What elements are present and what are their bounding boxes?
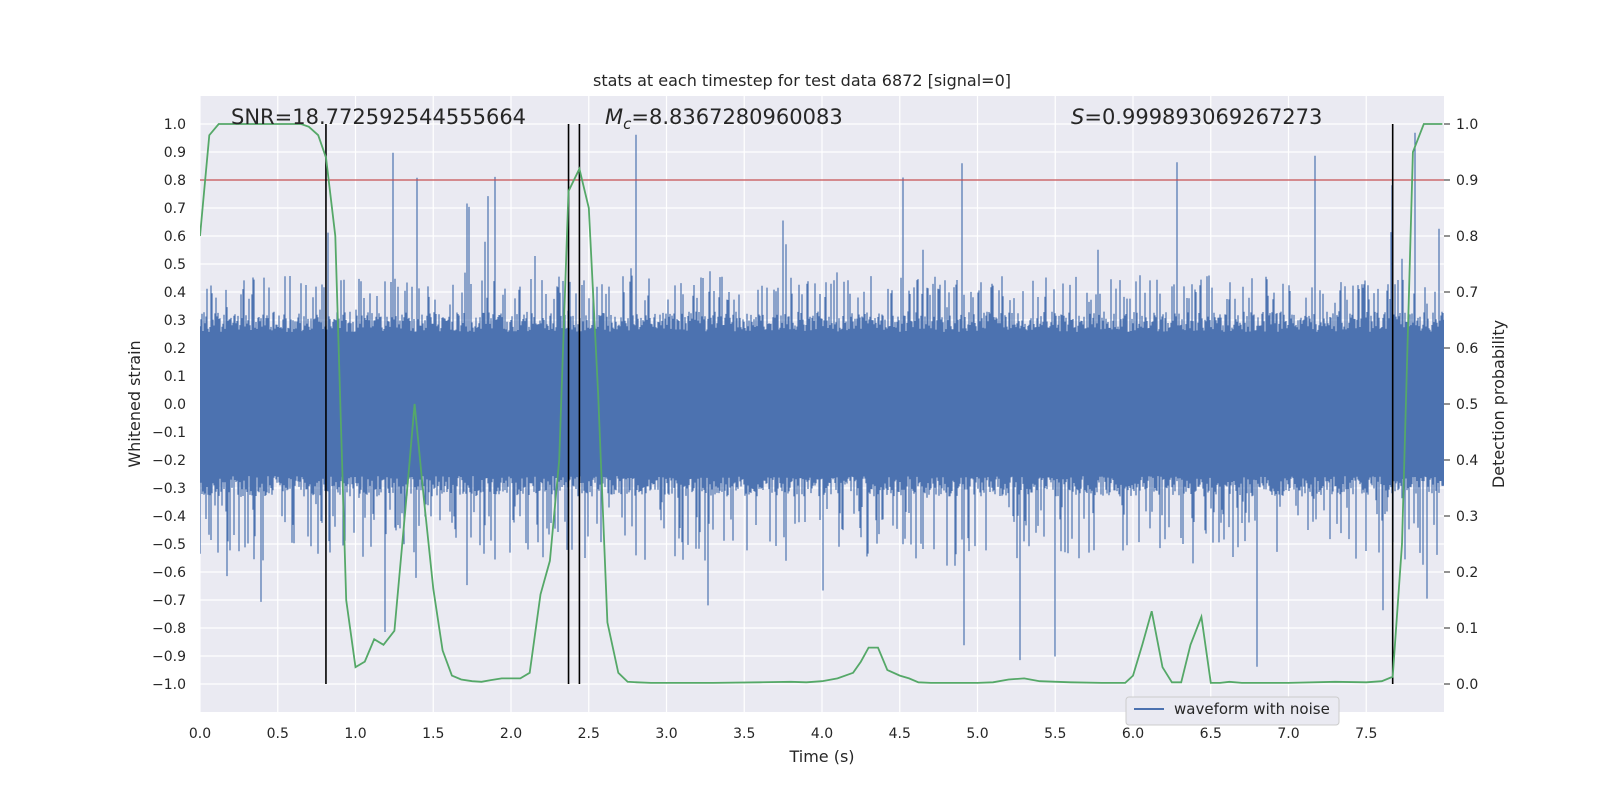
x-tick-label: 5.0 [966, 726, 988, 742]
y-right-axis-label: Detection probability [1489, 320, 1508, 488]
y-left-tick-label: −0.1 [152, 425, 186, 441]
x-axis-label: Time (s) [788, 747, 854, 766]
x-tick-label: 7.0 [1277, 726, 1299, 742]
legend-label: waveform with noise [1174, 700, 1330, 718]
chirp-mass-subscript: c [623, 115, 632, 133]
y-left-axis-label: Whitened strain [125, 340, 144, 467]
y-left-tick-labels: −1.0 −0.9 −0.8 −0.7 −0.6 −0.5 −0.4 −0.3 −0.2 −0.1… [152, 117, 186, 693]
x-tick-label: 4.5 [889, 726, 911, 742]
chart-title: stats at each timestep for test data 687… [593, 71, 1011, 90]
y-left-tick-label: 0.8 [164, 173, 186, 189]
event-vertical-lines [325, 124, 1394, 684]
y-left-tick-label: 1.0 [164, 117, 186, 133]
y-left-tick-label: 0.4 [164, 285, 186, 301]
score-value: =0.999893069267273 [1084, 105, 1322, 129]
score-annotation: S=0.999893069267273 [1071, 105, 1322, 129]
chirp-mass-annotation: Mc=8.8367280960083 [605, 105, 843, 133]
y-left-tick-label: 0.1 [164, 369, 186, 385]
x-tick-label: 6.5 [1200, 726, 1222, 742]
y-right-tick-label: 0.5 [1456, 397, 1478, 413]
y-left-tick-label: −0.2 [152, 453, 186, 469]
x-tick-label: 2.5 [578, 726, 600, 742]
y-right-tick-label: 0.7 [1456, 285, 1478, 301]
chirp-mass-value: =8.8367280960083 [631, 105, 842, 129]
y-right-tick-label: 0.6 [1456, 341, 1478, 357]
y-right-tick-label: 0.1 [1456, 621, 1478, 637]
y-left-tick-label: −0.4 [152, 509, 186, 525]
legend-box [1125, 696, 1340, 726]
x-tick-label: 7.5 [1355, 726, 1377, 742]
y-left-tick-label: −1.0 [152, 677, 186, 693]
snr-annotation: SNR=18.772592544555664 [231, 105, 526, 129]
x-tick-label: 4.0 [811, 726, 833, 742]
y-right-tick-label: 1.0 [1456, 117, 1478, 133]
y-right-tick-label: 0.8 [1456, 229, 1478, 245]
y-left-tick-label: 0.6 [164, 229, 186, 245]
x-tick-label: 1.5 [422, 726, 444, 742]
y-left-tick-label: −0.8 [152, 621, 186, 637]
x-tick-label: 5.5 [1044, 726, 1066, 742]
waveform-path [200, 132, 1444, 667]
x-tick-labels: 0.0 0.5 1.0 1.5 2.0 2.5 3.0 3.5 4.0 4.5 5.0 5.5 6.0 6… [189, 726, 1378, 742]
x-tick-label: 0.5 [267, 726, 289, 742]
y-right-tick-label: 0.9 [1456, 173, 1478, 189]
y-left-tick-label: −0.6 [152, 565, 186, 581]
y-left-tick-label: 0.0 [164, 397, 186, 413]
x-tick-label: 6.0 [1122, 726, 1144, 742]
x-tick-label: 0.0 [189, 726, 211, 742]
y-right-tick-label: 0.3 [1456, 509, 1478, 525]
y-left-tick-label: 0.9 [164, 145, 186, 161]
y-left-tick-label: −0.3 [152, 481, 186, 497]
y-left-tick-label: 0.3 [164, 313, 186, 329]
x-tick-label: 3.5 [733, 726, 755, 742]
y-left-tick-label: 0.5 [164, 257, 186, 273]
y-left-tick-label: 0.2 [164, 341, 186, 357]
y-left-tick-label: −0.9 [152, 649, 186, 665]
waveform-series [200, 132, 1444, 667]
y-right-tick-label: 0.0 [1456, 677, 1478, 693]
chirp-mass-symbol: M [605, 105, 623, 129]
score-symbol: S [1071, 105, 1084, 129]
y-right-tick-label: 0.2 [1456, 565, 1478, 581]
x-tick-label: 2.0 [500, 726, 522, 742]
y-right-tick-labels: 0.0 0.1 0.2 0.3 0.4 0.5 0.6 0.7 0.8 0.9 1.0 [1444, 117, 1478, 693]
y-left-tick-label: 0.7 [164, 201, 186, 217]
y-left-tick-label: −0.5 [152, 537, 186, 553]
detection-probability-line [200, 123, 1443, 684]
x-tick-label: 3.0 [655, 726, 677, 742]
legend: waveform with noise [1125, 696, 1340, 726]
y-left-tick-label: −0.7 [152, 593, 186, 609]
y-right-tick-label: 0.4 [1456, 453, 1478, 469]
x-tick-label: 1.0 [344, 726, 366, 742]
